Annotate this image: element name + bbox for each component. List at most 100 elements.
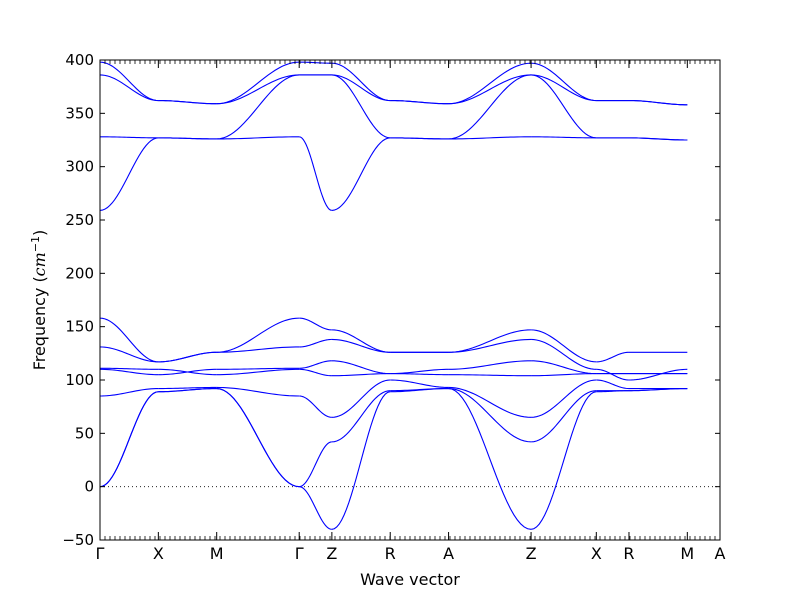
y-tick-label: 200 (65, 264, 94, 282)
band-9-segment-9 (596, 379, 629, 390)
band-2-segment-5 (331, 74, 391, 102)
band-5-segment-1 (99, 317, 159, 363)
kpoint-label: M (210, 544, 224, 563)
band-2-segment-7 (448, 74, 532, 105)
band-11-segment-9 (596, 390, 629, 393)
x-axis-label: Wave vector (360, 570, 460, 589)
band-11-segment-7 (448, 387, 532, 530)
band-3-segment-8 (531, 74, 597, 139)
band-8-segment-2 (158, 368, 217, 376)
band-11-segment-2 (158, 387, 217, 393)
band-8-segment-7 (448, 374, 532, 377)
band-4-segment-7 (448, 136, 532, 140)
kpoint-label: R (623, 544, 634, 563)
band-6-segment-9 (596, 368, 630, 381)
band-6-segment-1 (99, 346, 159, 363)
kpoint-label: M (680, 544, 694, 563)
y-tick-label: 150 (65, 318, 94, 336)
band-3-segment-3 (216, 74, 300, 140)
band-9-segment-1 (99, 387, 159, 397)
band-1-segment-8 (531, 62, 597, 102)
y-axis-label-main: Frequency ( (30, 276, 49, 370)
band-7-segment-5 (331, 360, 391, 375)
band-11-segment-10 (628, 387, 688, 392)
band-5-segment-3 (216, 317, 300, 353)
band-7-segment-4 (299, 360, 332, 369)
band-8-segment-4 (299, 368, 332, 377)
band-1-segment-7 (448, 62, 532, 105)
band-9-segment-3 (216, 386, 300, 397)
band-6-segment-7 (448, 338, 532, 353)
band-4-segment-6 (390, 137, 449, 140)
band-9-segment-6 (390, 379, 449, 389)
band-10-segment-7 (448, 387, 532, 443)
band-4-segment-2 (158, 137, 217, 140)
band-6-segment-5 (331, 338, 391, 353)
band-6-segment-3 (216, 346, 300, 353)
y-tick-label: −50 (62, 531, 94, 549)
kpoint-label: A (715, 544, 726, 563)
band-6-segment-4 (299, 338, 332, 348)
kpoint-label: X (153, 544, 164, 563)
y-axis-ticks: −50 0 50 100 150 200 250 300 350 400 (62, 51, 720, 549)
band-5-segment-7 (448, 329, 532, 353)
band-1-segment-3 (216, 61, 300, 105)
band-7-segment-8 (531, 360, 597, 375)
band-2-segment-2 (158, 99, 217, 105)
band-11-segment-8 (530, 391, 597, 530)
band-11-segment-5 (331, 391, 391, 530)
kpoint-label: R (385, 544, 396, 563)
band-10-segment-5 (331, 390, 391, 443)
band-6-segment-10 (628, 368, 688, 381)
band-3-segment-1 (100, 136, 159, 139)
band-5-segment-8 (531, 329, 597, 363)
band-7-segment-7 (448, 360, 532, 370)
kpoint-label: Γ (96, 544, 105, 563)
band-4-segment-3 (216, 136, 300, 140)
band-7-segment-1 (100, 367, 159, 370)
y-tick-label: 50 (75, 424, 94, 442)
band-4-segment-8 (531, 136, 597, 139)
y-tick-label: 100 (65, 371, 94, 389)
band-8-segment-6 (390, 373, 449, 376)
band-11-segment-1 (99, 391, 159, 488)
band-2-segment-3 (216, 74, 300, 105)
band-3-segment-7 (448, 74, 532, 140)
y-axis-label-superscript: −1 (29, 236, 42, 252)
phonon-bands (99, 61, 688, 530)
band-8-segment-1 (99, 368, 159, 376)
band-4-segment-4 (299, 136, 332, 211)
band-2-segment-1 (99, 61, 159, 102)
band-8-segment-3 (216, 368, 300, 376)
y-axis-label-unit: cm (30, 252, 49, 276)
kpoint-label: Γ (295, 544, 304, 563)
kpoint-label: X (591, 544, 602, 563)
band-6-segment-2 (158, 351, 217, 363)
band-1-segment-5 (331, 62, 391, 102)
band-8-segment-8 (531, 373, 597, 377)
plot-frame (99, 59, 721, 541)
band-5-segment-5 (331, 329, 391, 353)
band-5-segment-4 (299, 317, 332, 331)
kpoint-label: A (443, 544, 454, 563)
band-1-segment-1 (99, 74, 159, 102)
band-9-segment-7 (448, 386, 532, 418)
band-9-segment-2 (158, 386, 217, 390)
band-4-segment-5 (331, 137, 391, 211)
y-tick-label: 350 (65, 104, 94, 122)
band-9-segment-4 (299, 395, 332, 418)
band-11-segment-4 (299, 486, 332, 530)
band-4-segment-1 (99, 137, 159, 211)
band-11-segment-3 (216, 387, 300, 488)
band-5-segment-9 (596, 351, 629, 363)
band-2-segment-10 (628, 99, 688, 106)
band-9-segment-5 (331, 379, 391, 418)
band-7-segment-3 (216, 367, 300, 370)
band-3-segment-5 (331, 74, 391, 139)
band-9-segment-8 (531, 379, 597, 418)
y-tick-label: 250 (65, 211, 94, 229)
y-axis-label-close: ) (30, 230, 49, 236)
band-4-segment-10 (628, 137, 688, 141)
